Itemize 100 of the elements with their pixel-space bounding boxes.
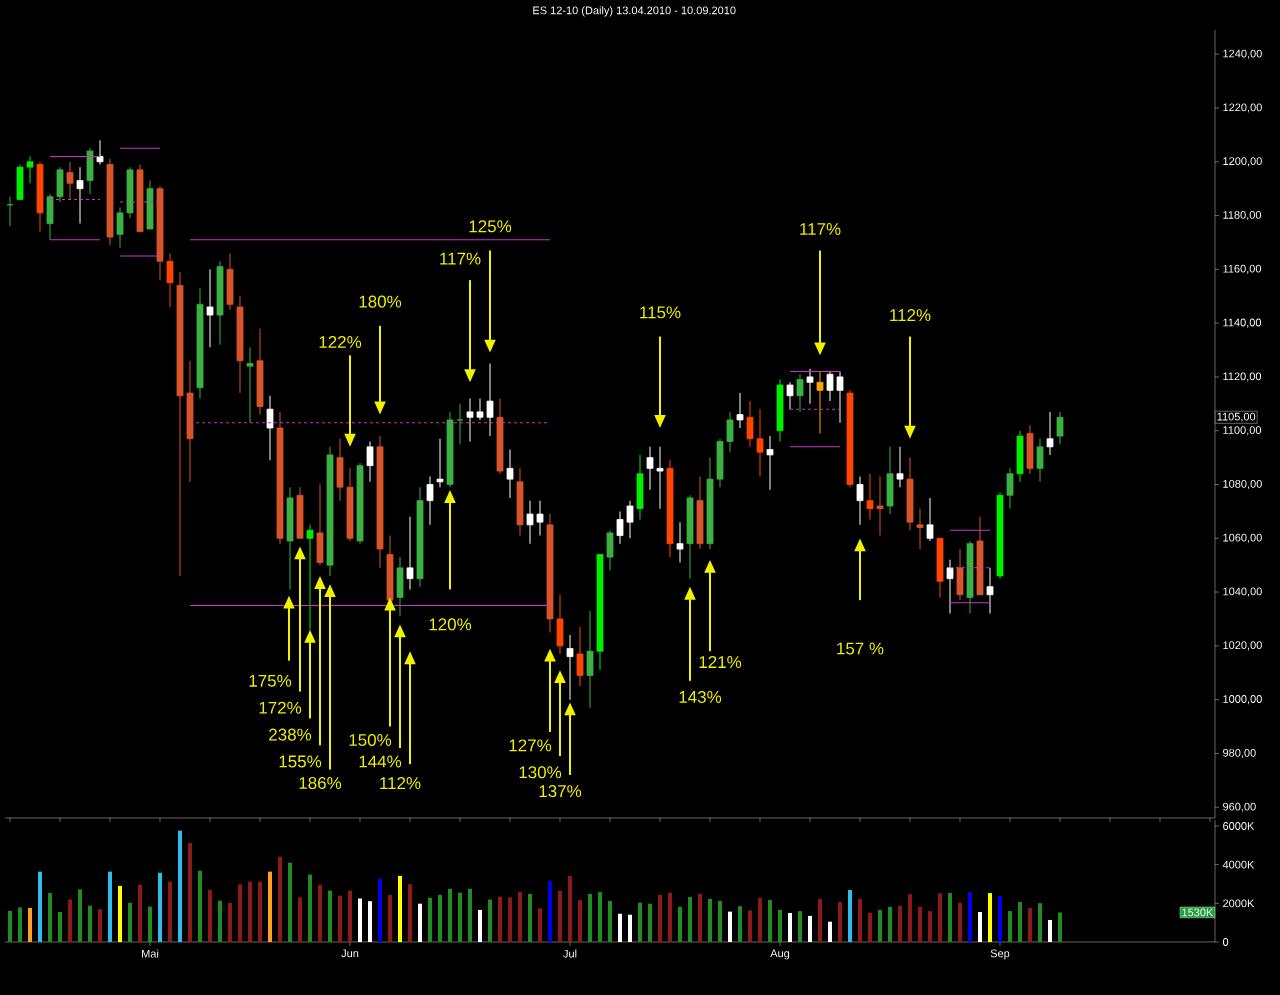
bar (918, 906, 923, 942)
bar (158, 872, 162, 942)
bar (988, 893, 993, 942)
candlestick (116, 206, 124, 249)
candlestick (836, 371, 844, 424)
bar (558, 890, 563, 942)
candlestick (476, 397, 484, 421)
y-tick-label: 1000,00 (1223, 695, 1262, 705)
bar (738, 906, 743, 942)
candlestick (566, 634, 574, 701)
candlestick (1056, 411, 1064, 445)
candlestick (616, 510, 624, 545)
bar (128, 902, 133, 942)
bar (878, 909, 883, 942)
candlestick (466, 397, 474, 442)
candlestick (766, 435, 774, 491)
bar (688, 896, 693, 942)
y-tick-label: 2000K (1223, 899, 1255, 908)
bar (428, 897, 433, 942)
bar (648, 903, 653, 942)
bar (88, 905, 93, 942)
bar (28, 907, 33, 942)
candlestick (866, 473, 874, 520)
bar (968, 892, 972, 942)
annotation: 150% (349, 733, 392, 747)
bar (208, 889, 213, 942)
x-tick-label: Mai (142, 949, 159, 958)
y-tick-label: 1100,00 (1223, 426, 1262, 436)
bar (318, 884, 323, 942)
candlestick (946, 559, 954, 615)
candlestick (266, 395, 274, 461)
y-tick-label: 960,00 (1223, 802, 1256, 812)
bar (848, 889, 853, 942)
bar (98, 909, 103, 942)
bar (408, 884, 413, 942)
candlestick (736, 392, 744, 429)
annotation: 130% (519, 766, 562, 779)
candlestick (986, 567, 994, 615)
annotation: 180% (359, 295, 402, 308)
candlestick (576, 626, 584, 687)
y-tick-label: 1160,00 (1223, 264, 1262, 274)
bar (298, 897, 303, 942)
candlestick (96, 139, 104, 165)
bar (818, 898, 823, 942)
bar (938, 893, 943, 942)
bar (578, 900, 583, 942)
annotation: 137% (539, 785, 582, 798)
bar (38, 871, 43, 942)
bar (678, 906, 683, 942)
bar (658, 894, 663, 942)
candlestick (916, 508, 924, 550)
bar (118, 885, 123, 942)
bar (148, 906, 153, 942)
annotation: 186% (299, 777, 342, 790)
bar (868, 912, 873, 942)
candlestick (26, 155, 34, 184)
bar (908, 894, 913, 942)
bar (198, 870, 203, 942)
bar (858, 898, 863, 942)
bar (768, 900, 773, 942)
bar (228, 902, 233, 942)
candlestick (746, 400, 754, 448)
bar (398, 875, 403, 942)
bar (608, 901, 613, 942)
candlestick (856, 475, 864, 526)
annotation: 125% (469, 220, 512, 233)
candlestick (1046, 411, 1054, 456)
candlestick (366, 440, 374, 483)
bar (698, 893, 703, 942)
candlestick (486, 362, 494, 437)
bar (1008, 911, 1013, 942)
annotation: 157 % (837, 642, 884, 655)
bar (528, 893, 533, 942)
bar (1038, 903, 1043, 942)
annotation: 238% (269, 728, 312, 741)
bar (708, 898, 713, 942)
candlestick (786, 381, 794, 410)
candlestick (306, 524, 314, 631)
candlestick (756, 408, 764, 477)
annotation: 117% (440, 252, 481, 265)
bar (1058, 912, 1063, 942)
candlestick (656, 446, 664, 510)
bar (508, 897, 513, 942)
annotation: 1530K (1182, 908, 1214, 917)
candlestick (526, 500, 534, 545)
annotation: 120% (429, 618, 472, 631)
bar (268, 871, 273, 942)
candlestick (626, 500, 634, 539)
bar (188, 843, 193, 942)
bar (538, 908, 543, 942)
candlestick (436, 438, 444, 488)
candlestick (926, 497, 934, 542)
bar (8, 910, 13, 942)
bar (258, 881, 263, 942)
y-tick-label: 1080,00 (1223, 479, 1262, 490)
candlestick (206, 268, 214, 348)
bar (288, 862, 293, 942)
y-tick-label: 980,00 (1223, 748, 1256, 758)
bar (468, 888, 473, 942)
bar (588, 893, 593, 942)
